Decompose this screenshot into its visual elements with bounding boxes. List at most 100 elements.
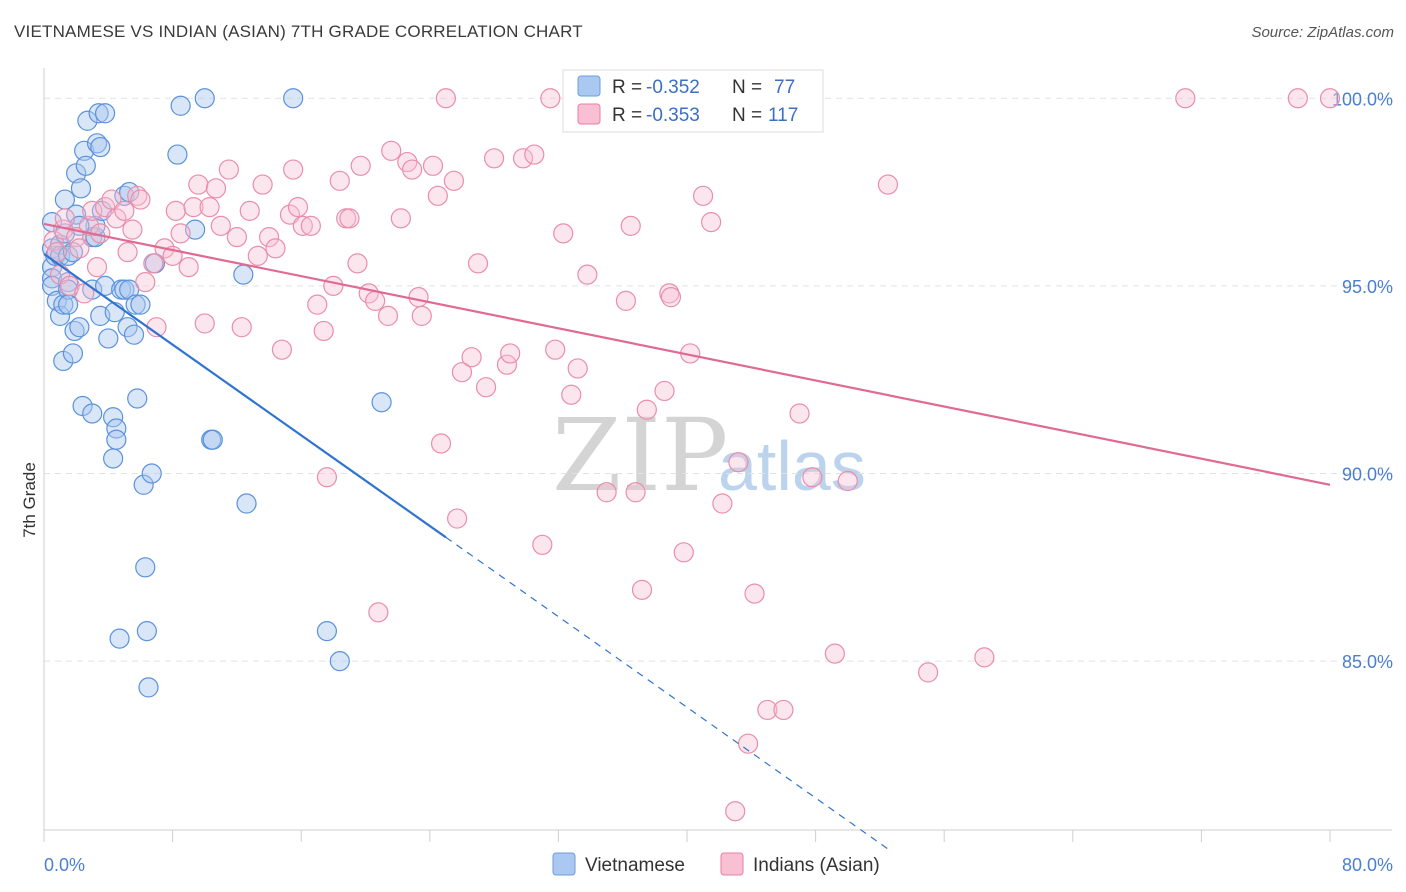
indians-asian-point — [381, 140, 402, 161]
indians-asian-point — [130, 189, 151, 210]
indians-asian-point — [660, 287, 682, 308]
bottom-legend-indians-asian: Indians (Asian) — [753, 855, 880, 876]
indians-asian-point — [54, 208, 75, 229]
vietnamese-point — [69, 317, 90, 338]
indians-asian-point — [218, 159, 239, 180]
x-tick-label-max: 80.0% — [1342, 855, 1393, 875]
vietnamese-point — [135, 557, 156, 578]
indians-asian-point — [101, 189, 122, 210]
indians-asian-point — [114, 200, 135, 221]
indians-asian-point — [1175, 88, 1196, 109]
vietnamese-point — [82, 403, 103, 424]
indians-asian-point — [287, 196, 309, 218]
indians-asian-point — [78, 215, 100, 236]
vietnamese-point — [70, 178, 92, 199]
indians-asian-point — [368, 602, 389, 623]
indians-asian-point — [402, 159, 423, 180]
indians-asian-point — [725, 801, 746, 822]
indians-asian-point — [475, 377, 497, 398]
vietnamese-point — [98, 328, 119, 349]
indians-asian-point — [496, 354, 518, 375]
series-legend: Vietnamese Indians (Asian) — [552, 852, 880, 876]
indians-asian-point — [279, 204, 301, 225]
indians-asian-point — [728, 452, 749, 473]
indians-asian-point — [1287, 88, 1308, 109]
indians-asian-point — [877, 174, 899, 195]
vietnamese-point — [74, 140, 95, 161]
indians-asian-point — [135, 272, 156, 293]
legend-r-indians-asian: -0.353 — [646, 105, 700, 126]
indians-asian-point — [46, 242, 67, 263]
indians-asian-point — [427, 185, 448, 206]
indians-asian-point — [226, 227, 247, 248]
indians-asian-point — [789, 403, 810, 424]
indians-asian-point — [127, 185, 148, 206]
legend-n-label: N = — [732, 105, 762, 126]
indians-asian-point — [377, 305, 399, 327]
indians-asian-point — [239, 200, 260, 221]
indians-asian-point — [258, 227, 280, 248]
indians-asian-point — [422, 155, 444, 176]
indians-asian-point — [435, 88, 456, 109]
vietnamese-point — [49, 305, 71, 327]
vietnamese-point — [106, 429, 127, 450]
bottom-legend-swatch-vietnamese — [552, 852, 576, 876]
vietnamese-point — [114, 279, 135, 300]
vietnamese-point — [123, 324, 145, 345]
indians-asian-point — [443, 170, 465, 191]
indians-asian-point — [411, 305, 432, 327]
indians-asian-point — [484, 148, 505, 169]
vietnamese-point — [103, 407, 124, 428]
indians-asian-point — [500, 343, 521, 364]
vietnamese-point — [283, 88, 304, 109]
indians-asian-point — [701, 211, 722, 233]
series-vietnamese-points — [41, 88, 392, 698]
legend-r-label: R = — [612, 77, 642, 98]
indians-asian-point — [408, 287, 429, 308]
indians-asian-point — [188, 174, 209, 195]
indians-asian-point — [712, 493, 733, 514]
indians-asian-point — [86, 257, 108, 278]
legend-n-label: N = — [732, 77, 762, 98]
vietnamese-point — [109, 628, 130, 649]
indians-asian-point — [567, 358, 588, 379]
y-tick-label: 85.0% — [1342, 652, 1393, 672]
y-axis-label: 7th Grade — [20, 462, 39, 538]
vietnamese-point — [371, 392, 392, 413]
vietnamese-point — [202, 429, 223, 450]
y-tick-label: 95.0% — [1342, 277, 1393, 297]
gridlines — [44, 97, 1392, 662]
vietnamese-point — [53, 294, 74, 315]
indians-asian-point — [692, 185, 714, 206]
vietnamese-point — [236, 493, 257, 514]
vietnamese-point — [90, 136, 111, 158]
vietnamese-point — [167, 144, 188, 165]
watermark-atlas: atlas — [718, 427, 866, 505]
vietnamese-point — [138, 677, 159, 698]
indians-asian-point — [461, 347, 482, 368]
vietnamese-point — [77, 110, 98, 131]
indians-asian-point — [577, 264, 598, 285]
indians-asian-point — [74, 283, 95, 304]
indians-asian-point — [231, 317, 252, 338]
axes — [43, 68, 1392, 842]
vietnamese-point — [136, 621, 157, 642]
vietnamese-point — [88, 103, 109, 124]
indians-asian-point — [918, 662, 939, 683]
vietnamese-point — [130, 294, 151, 315]
indians-asian-point — [170, 223, 191, 244]
vietnamese-point — [133, 474, 154, 495]
indians-asian-point — [82, 200, 103, 221]
x-tick-label-min: 0.0% — [44, 855, 85, 875]
indians-asian-point — [365, 290, 386, 312]
vietnamese-point — [170, 95, 191, 116]
indians-asian-point — [625, 482, 646, 503]
y-tick-label: 90.0% — [1342, 465, 1393, 485]
vietnamese-point — [94, 103, 116, 124]
indians-asian-point — [69, 238, 90, 259]
indians-asian-point — [451, 362, 473, 383]
indians-asian-point — [271, 339, 293, 360]
indians-asian-point — [178, 257, 199, 278]
indians-asian-point — [165, 200, 186, 221]
